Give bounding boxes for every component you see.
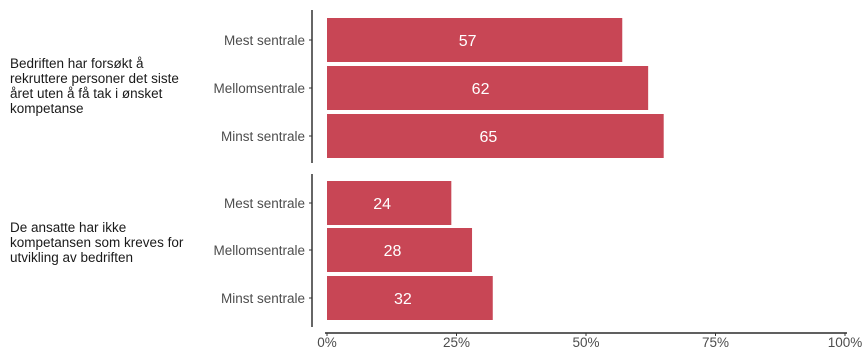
- category-label-0-0: Mest sentrale: [224, 33, 305, 48]
- facet-label-recruitment: Bedriften har forsøkt å rekruttere perso…: [10, 56, 179, 116]
- data-label-1-0: 24: [373, 196, 391, 213]
- data-label-1-1: 28: [384, 243, 402, 260]
- data-label-0-0: 57: [459, 33, 477, 50]
- category-label-0-1: Mellomsentrale: [213, 81, 305, 96]
- category-label-1-0: Mest sentrale: [224, 196, 305, 211]
- x-tick-label-1: 25%: [443, 335, 470, 347]
- x-tick-label-0: 0%: [317, 335, 337, 347]
- bar-0-2: [327, 114, 664, 158]
- bar-0-0: [327, 18, 623, 62]
- bar-0-1: [327, 66, 649, 110]
- bar-1-1: [327, 228, 473, 272]
- category-label-1-2: Minst sentrale: [221, 291, 305, 306]
- category-label-0-2: Minst sentrale: [221, 129, 305, 144]
- x-tick-label-2: 50%: [572, 335, 599, 347]
- data-label-0-1: 62: [472, 81, 490, 98]
- category-label-1-1: Mellomsentrale: [213, 243, 305, 258]
- bar-1-0: [327, 181, 452, 225]
- x-tick-label-4: 100%: [828, 335, 863, 347]
- data-label-0-2: 65: [479, 129, 497, 146]
- data-label-1-2: 32: [394, 291, 412, 308]
- facet-label-competence: De ansatte har ikke kompetansen som krev…: [10, 220, 184, 265]
- bar-1-2: [327, 276, 493, 320]
- x-tick-label-3: 75%: [702, 335, 729, 347]
